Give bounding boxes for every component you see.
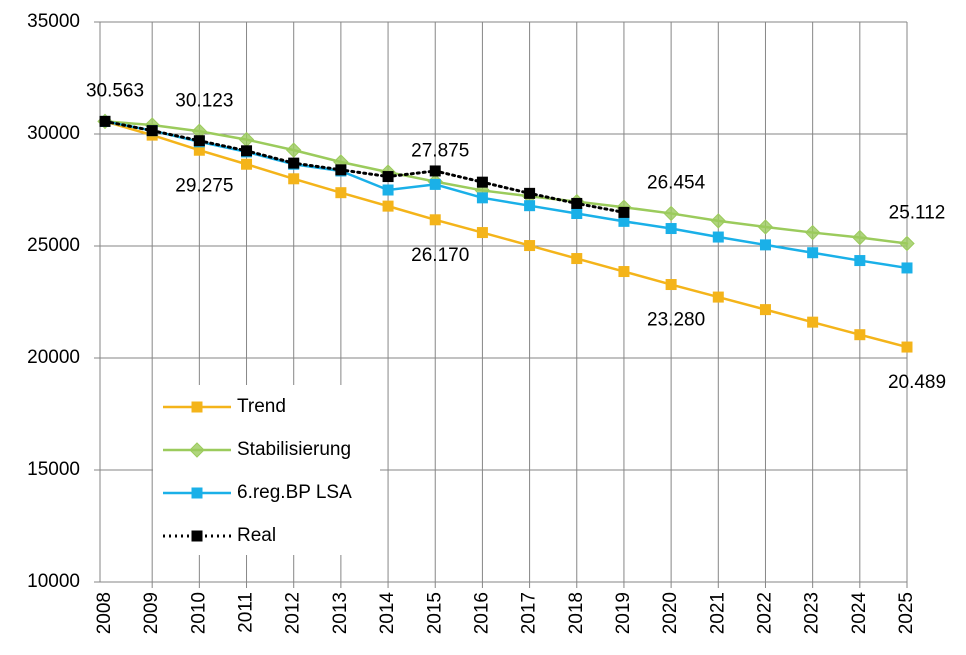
data-label: 20.489	[888, 372, 946, 393]
data-point	[571, 208, 583, 220]
data-label: 26.170	[411, 245, 469, 266]
x-tick-label: 2022	[754, 592, 775, 634]
legend-marker	[191, 487, 203, 499]
data-point	[618, 266, 630, 278]
data-point	[288, 157, 300, 169]
y-tick-label: 25000	[27, 235, 80, 256]
y-tick-label: 35000	[27, 11, 80, 32]
data-point	[524, 200, 536, 212]
data-point	[710, 213, 727, 229]
data-point	[899, 235, 915, 252]
legend: Trend Stabilisierung 6.reg.BP LSA Real	[153, 385, 380, 555]
data-point	[476, 227, 488, 239]
data-point	[382, 171, 394, 183]
data-point	[429, 214, 441, 226]
data-point	[757, 219, 774, 235]
x-tick-label: 2014	[377, 592, 398, 635]
x-tick-label: 2024	[849, 592, 870, 635]
x-tick-label: 2016	[471, 592, 492, 634]
data-point	[288, 173, 300, 185]
x-tick-label: 2018	[566, 592, 587, 634]
data-point	[193, 135, 205, 147]
x-tick-label: 2008	[94, 592, 115, 634]
legend-label: Stabilisierung	[237, 439, 351, 460]
data-point	[807, 316, 819, 328]
data-point	[476, 176, 488, 188]
data-point	[476, 192, 488, 204]
data-point	[382, 200, 394, 212]
data-point	[241, 145, 253, 157]
data-point	[759, 239, 771, 251]
legend-marker	[191, 401, 203, 413]
data-point	[712, 291, 724, 303]
legend-marker	[189, 442, 205, 458]
data-point	[712, 231, 724, 243]
data-label: 29.275	[175, 175, 233, 196]
x-tick-label: 2020	[660, 592, 681, 634]
data-label: 30.123	[175, 90, 233, 111]
data-point	[99, 115, 111, 127]
data-point	[618, 206, 630, 218]
data-label: 30.563	[86, 80, 144, 101]
data-point	[804, 224, 821, 241]
data-point	[571, 253, 583, 265]
y-tick-label: 20000	[27, 347, 80, 368]
y-tick-label: 30000	[27, 123, 80, 144]
y-tick-label: 15000	[27, 459, 80, 480]
data-label: 23.280	[647, 310, 705, 331]
legend-label: 6.reg.BP LSA	[237, 482, 352, 503]
data-point	[524, 240, 536, 252]
data-point	[901, 262, 913, 274]
data-point	[146, 125, 158, 137]
data-point	[241, 158, 253, 170]
data-point	[335, 187, 347, 199]
data-point	[285, 142, 302, 158]
x-tick-label: 2017	[519, 592, 540, 634]
data-label: 27.875	[411, 141, 469, 162]
data-point	[852, 229, 868, 246]
data-label: 26.454	[647, 172, 706, 193]
series-line	[103, 120, 909, 349]
data-point	[429, 178, 441, 190]
legend-label: Real	[237, 525, 276, 546]
data-point	[854, 255, 866, 267]
data-point	[854, 329, 866, 341]
x-tick-label: 2023	[802, 592, 823, 634]
x-tick-label: 2009	[141, 592, 162, 634]
data-point	[238, 131, 255, 148]
data-point	[665, 279, 677, 291]
data-point	[382, 184, 394, 196]
data-point	[807, 247, 819, 259]
series-line	[103, 119, 626, 214]
legend-box	[153, 385, 380, 555]
data-point	[429, 165, 441, 177]
legend-label: Trend	[237, 396, 286, 417]
legend-marker	[191, 530, 203, 542]
x-tick-label: 2021	[707, 592, 728, 634]
data-point	[571, 197, 583, 209]
data-point	[524, 187, 536, 199]
data-point	[901, 341, 913, 353]
data-point	[665, 223, 677, 235]
y-tick-label: 10000	[27, 571, 80, 592]
data-point	[335, 164, 347, 176]
x-tick-label: 2025	[896, 592, 917, 634]
data-label: 25.112	[889, 203, 946, 224]
x-tick-label: 2011	[236, 592, 257, 633]
x-tick-label: 2012	[283, 592, 304, 634]
x-tick-label: 2013	[330, 592, 351, 634]
x-tick-label: 2010	[188, 592, 209, 634]
data-point	[759, 304, 771, 316]
x-tick-label: 2015	[424, 592, 445, 634]
series-line	[103, 120, 909, 245]
x-tick-label: 2019	[613, 592, 634, 634]
data-point	[663, 205, 679, 222]
series-line	[103, 120, 909, 270]
